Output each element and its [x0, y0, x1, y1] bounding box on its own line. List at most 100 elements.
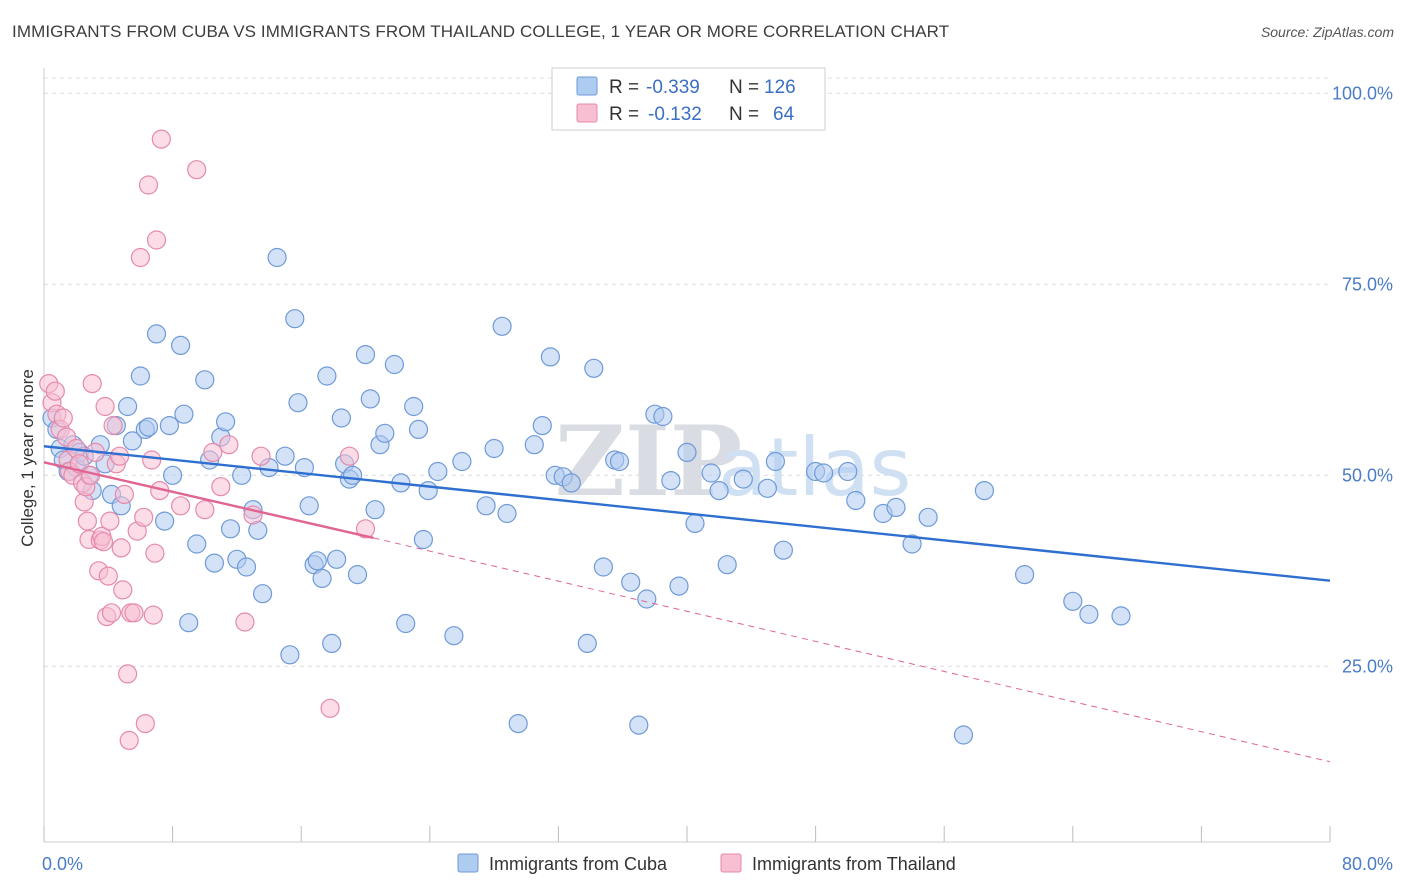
data-point — [669, 576, 689, 596]
data-point — [236, 557, 257, 577]
grid-layer — [44, 77, 1330, 667]
data-point — [497, 503, 517, 524]
data-point — [532, 416, 552, 436]
data-point — [174, 404, 194, 424]
data-point — [77, 511, 98, 531]
data-point — [179, 613, 199, 633]
y-tick-label: 25.0% — [1342, 656, 1393, 676]
data-point — [637, 589, 657, 609]
y-tick-label: 100.0% — [1332, 83, 1393, 103]
legend-r-value-cuba: -0.339 — [646, 77, 700, 98]
data-point — [288, 393, 308, 413]
data-point — [413, 529, 433, 550]
data-point — [53, 408, 73, 428]
data-point — [444, 626, 464, 646]
data-point — [219, 435, 239, 455]
data-point — [653, 406, 673, 427]
source-credit: Source: ZipAtlas.com — [1260, 24, 1394, 40]
data-point — [404, 396, 424, 417]
data-point — [492, 316, 512, 336]
legend-r-label-cuba: R = — [609, 77, 639, 98]
data-point — [918, 507, 938, 527]
chart-title: IMMIGRANTS FROM CUBA VS IMMIGRANTS FROM … — [12, 22, 950, 41]
data-point — [902, 534, 922, 554]
data-point — [365, 500, 385, 520]
series-cuba — [42, 247, 1131, 745]
data-point — [953, 725, 974, 745]
data-point — [211, 477, 231, 497]
data-point — [320, 698, 340, 718]
data-point — [195, 370, 215, 390]
data-point — [347, 564, 368, 585]
legend-n-label-cuba: N = — [729, 77, 759, 98]
watermark: ZIP atlas — [555, 405, 911, 518]
trend-line-solid — [43, 445, 1331, 582]
data-point — [285, 309, 305, 329]
data-point — [846, 490, 866, 511]
data-point — [138, 175, 159, 195]
data-point — [143, 605, 163, 625]
data-point — [331, 408, 351, 428]
data-point — [130, 247, 150, 268]
trend-line-solid — [43, 461, 374, 540]
data-point — [629, 715, 649, 735]
data-point — [733, 469, 753, 489]
data-point — [114, 484, 135, 504]
data-point — [561, 473, 581, 493]
data-point — [322, 633, 342, 654]
data-point — [661, 471, 681, 491]
data-point — [524, 435, 544, 455]
data-point — [130, 366, 150, 386]
data-point — [109, 446, 130, 466]
data-point — [146, 230, 167, 250]
y-tick-label: 50.0% — [1342, 465, 1393, 485]
data-point — [93, 532, 114, 552]
bottom-legend-swatch-cuba — [457, 853, 479, 873]
data-point — [312, 568, 332, 589]
data-point — [159, 416, 179, 436]
data-point — [813, 463, 834, 483]
data-point — [540, 347, 561, 367]
data-point — [476, 496, 496, 516]
data-point — [187, 534, 207, 554]
data-point — [307, 551, 327, 571]
data-point — [235, 612, 255, 632]
data-point — [701, 463, 721, 483]
data-point — [204, 553, 224, 573]
data-point — [113, 580, 133, 600]
series-thailand — [39, 129, 376, 751]
data-point — [135, 713, 155, 734]
bottom-legend: Immigrants from Cuba Immigrants from Tha… — [457, 853, 956, 874]
data-point — [95, 396, 115, 417]
data-point — [577, 633, 597, 654]
legend-n-value-thailand: 64 — [773, 104, 795, 125]
data-point — [396, 613, 416, 634]
data-point — [280, 645, 300, 665]
data-point — [418, 481, 438, 501]
x-tick-label: 0.0% — [42, 854, 83, 874]
y-tick-label: 75.0% — [1342, 274, 1393, 294]
legend-r-label-thailand: R = — [609, 104, 639, 125]
data-point — [232, 465, 252, 485]
data-point — [408, 419, 429, 439]
data-point — [838, 461, 858, 482]
data-point — [98, 566, 118, 586]
data-point — [452, 451, 472, 472]
data-point — [765, 451, 786, 472]
data-point — [220, 519, 241, 539]
data-point — [267, 247, 287, 268]
data-point — [100, 511, 120, 531]
data-point — [343, 465, 363, 485]
data-point — [171, 335, 191, 355]
bottom-legend-swatch-thailand — [720, 853, 742, 873]
data-point — [384, 354, 404, 375]
x-tick-label: 80.0% — [1342, 854, 1393, 874]
data-point — [508, 713, 528, 734]
data-point — [609, 451, 630, 472]
points-layer — [39, 129, 1131, 751]
data-point — [122, 431, 142, 451]
data-point — [709, 481, 729, 501]
data-point — [677, 442, 697, 462]
data-point — [355, 519, 376, 539]
data-point — [138, 417, 159, 437]
